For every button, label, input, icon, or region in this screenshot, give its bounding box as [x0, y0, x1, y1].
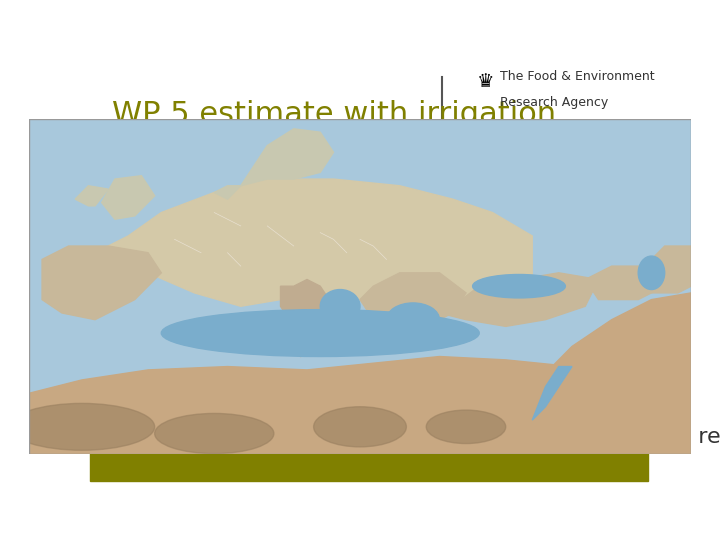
Bar [90, 451, 648, 481]
Ellipse shape [638, 256, 665, 289]
Ellipse shape [320, 289, 360, 323]
Ellipse shape [314, 407, 406, 447]
Text: ♛: ♛ [477, 71, 495, 91]
Text: Research Agency: Research Agency [500, 96, 608, 109]
Polygon shape [102, 176, 155, 219]
Polygon shape [294, 347, 320, 356]
Text: WP 5 estimate focussed into the Euro-Mediterranean region.: WP 5 estimate focussed into the Euro-Med… [101, 427, 720, 447]
Text: The Food & Environment: The Food & Environment [500, 70, 655, 83]
Ellipse shape [9, 403, 155, 450]
Polygon shape [532, 367, 572, 420]
Text: WP 5 estimate with irrigation: WP 5 estimate with irrigation [112, 100, 557, 129]
Polygon shape [42, 246, 161, 320]
Ellipse shape [387, 303, 439, 336]
Polygon shape [439, 273, 598, 326]
Ellipse shape [472, 274, 565, 298]
Ellipse shape [161, 309, 480, 356]
Polygon shape [62, 179, 532, 306]
Polygon shape [240, 129, 333, 186]
Polygon shape [215, 186, 240, 199]
Polygon shape [585, 266, 665, 300]
Polygon shape [75, 186, 108, 206]
Polygon shape [360, 273, 466, 333]
Ellipse shape [426, 410, 505, 443]
Polygon shape [29, 356, 691, 454]
Polygon shape [546, 293, 691, 454]
Polygon shape [652, 246, 691, 293]
Polygon shape [281, 280, 333, 340]
Ellipse shape [155, 414, 274, 454]
